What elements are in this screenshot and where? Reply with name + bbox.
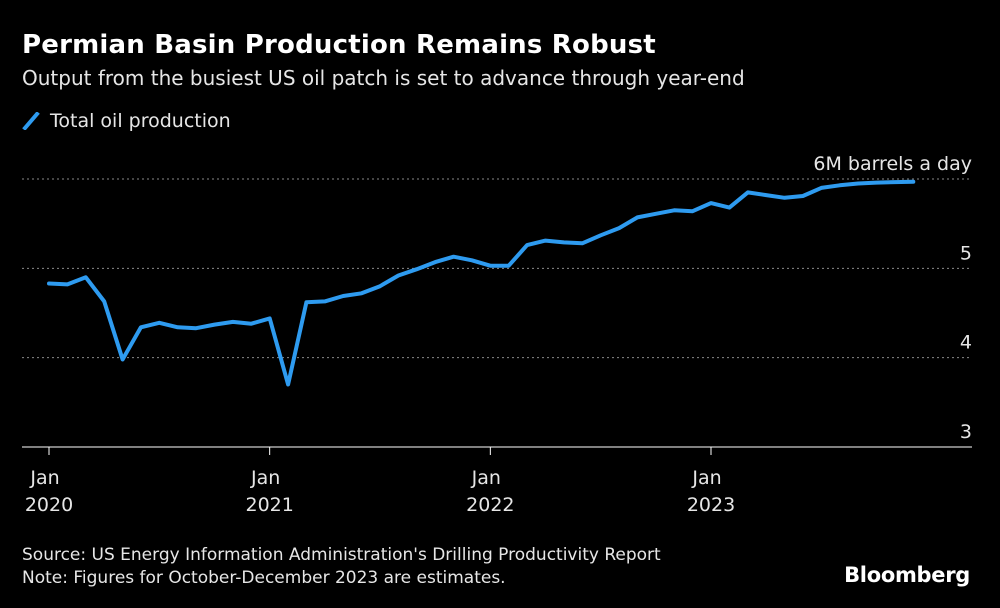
x-tick-year-2020: 2020 bbox=[25, 494, 73, 516]
legend-label: Total oil production bbox=[50, 110, 231, 132]
gridlines bbox=[22, 178, 972, 359]
legend: Total oil production bbox=[22, 110, 231, 132]
series-line-0 bbox=[47, 179, 916, 387]
x-tick-month-2022: Jan bbox=[471, 467, 501, 489]
x-tick-year-2022: 2022 bbox=[466, 494, 514, 516]
x-tick-month-2023: Jan bbox=[691, 467, 721, 489]
source-note: Source: US Energy Information Administra… bbox=[22, 545, 661, 565]
y-tick-label-3: 3 bbox=[960, 421, 972, 443]
y-tick-label-5: 5 bbox=[960, 242, 972, 264]
footer: Source: US Energy Information Administra… bbox=[22, 544, 661, 590]
x-tick-year-2023: 2023 bbox=[687, 494, 735, 516]
y-tick-label-4: 4 bbox=[960, 332, 972, 354]
x-axis-ticks: Jan 2020 Jan 2021 Jan 2022 Jan 2023 bbox=[25, 447, 735, 516]
x-tick-month-2020: Jan bbox=[29, 467, 59, 489]
x-tick-year-2021: 2021 bbox=[245, 494, 293, 516]
chart-title: Permian Basin Production Remains Robust bbox=[22, 30, 656, 60]
chart-subtitle: Output from the busiest US oil patch is … bbox=[22, 66, 745, 90]
x-tick-month-2021: Jan bbox=[250, 467, 280, 489]
y-tick-label-6: 6M barrels a day bbox=[813, 153, 972, 175]
y-axis-ticks: 3 4 5 6M barrels a day bbox=[813, 153, 972, 443]
estimate-note: Note: Figures for October-December 2023 … bbox=[22, 568, 506, 588]
legend-line-icon bbox=[22, 112, 40, 130]
bloomberg-logo: Bloomberg bbox=[844, 563, 970, 587]
series-group bbox=[47, 179, 916, 387]
